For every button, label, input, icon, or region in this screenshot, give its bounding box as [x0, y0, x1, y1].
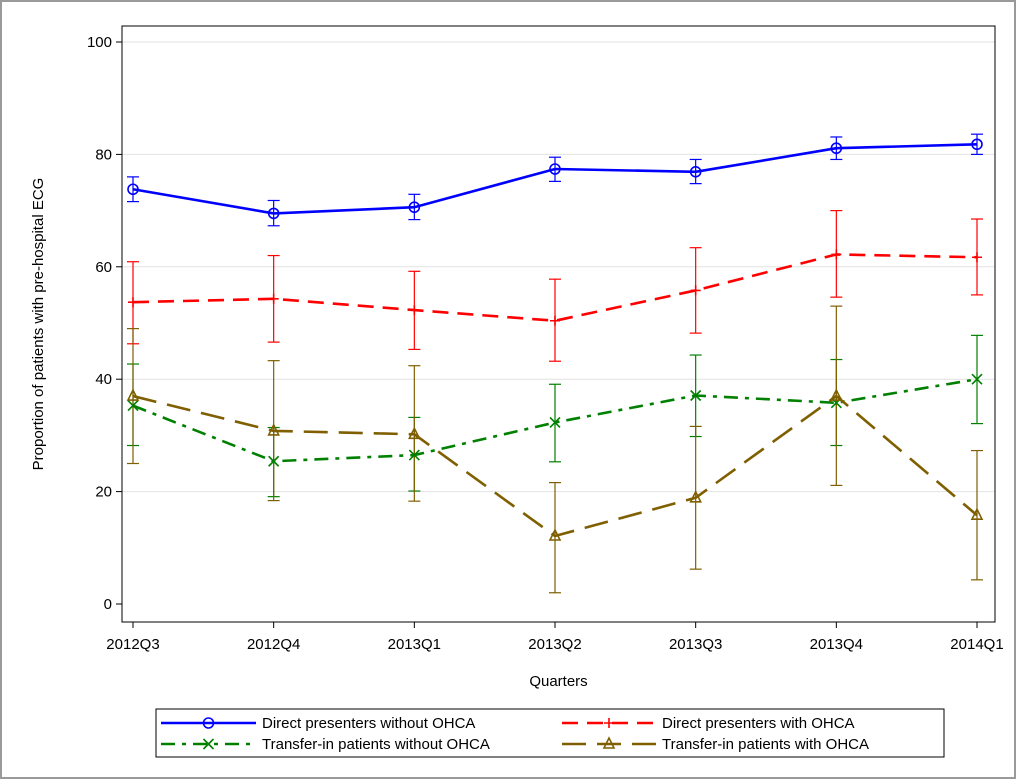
- x-tick-label: 2013Q1: [388, 636, 441, 653]
- legend-label: Transfer-in patients with OHCA: [662, 736, 869, 753]
- x-tick-label: 2012Q3: [106, 636, 159, 653]
- y-axis-label: Proportion of patients with pre-hospital…: [30, 178, 47, 471]
- data-point: [831, 249, 842, 260]
- legend-item: Direct presenters with OHCA: [562, 715, 855, 732]
- x-tick-label: 2013Q2: [528, 636, 581, 653]
- error-bar: [549, 482, 561, 594]
- plot-area: [121, 25, 996, 623]
- legend-marker: [602, 736, 616, 749]
- data-point: [689, 489, 702, 503]
- legend: Direct presenters without OHCA Direct pre…: [155, 708, 945, 758]
- data-point: [127, 183, 139, 196]
- data-point: [128, 297, 138, 308]
- data-point: [971, 138, 983, 151]
- error-bars: [127, 133, 983, 594]
- legend-box: [155, 708, 945, 758]
- legend-item: Transfer-in patients with OHCA: [562, 736, 869, 753]
- data-point: [408, 449, 420, 461]
- data-point: [830, 388, 843, 401]
- data-point: [549, 163, 561, 175]
- series-markers: [126, 138, 984, 541]
- data-point: [267, 207, 280, 220]
- legend-item: Direct presenters without OHCA: [161, 715, 475, 732]
- x-tick-label: 2013Q3: [669, 636, 722, 653]
- x-axis: 2012Q3 2012Q4 2013Q1 2013Q2 2013Q3 2013Q4 2014…: [106, 622, 1004, 653]
- data-point: [971, 373, 983, 385]
- data-point: [408, 201, 421, 214]
- x-axis-label: Quarters: [529, 673, 587, 690]
- data-point: [830, 142, 843, 155]
- data-point: [689, 166, 702, 178]
- y-axis: 0 20 40 60 80 100: [87, 34, 122, 613]
- data-point: [548, 528, 562, 541]
- x-tick-label: 2014Q1: [950, 636, 1003, 653]
- data-point: [268, 293, 279, 304]
- data-point: [267, 423, 280, 436]
- data-point: [268, 455, 280, 467]
- legend-label: Direct presenters without OHCA: [262, 715, 475, 732]
- data-point: [970, 507, 984, 521]
- data-point: [127, 400, 139, 412]
- data-point: [690, 285, 701, 296]
- y-tick-label: 60: [95, 259, 112, 276]
- y-tick-label: 80: [95, 146, 112, 163]
- data-point: [690, 389, 702, 402]
- legend-label: Transfer-in patients without OHCA: [262, 736, 490, 753]
- data-point: [972, 252, 982, 263]
- y-tick-label: 100: [87, 34, 112, 51]
- y-tick-label: 0: [104, 596, 112, 613]
- gridlines: [122, 41, 995, 493]
- y-tick-label: 20: [95, 484, 112, 501]
- data-point: [549, 416, 561, 429]
- legend-marker: [202, 717, 215, 729]
- series-line: [132, 142, 978, 215]
- y-tick-label: 40: [95, 371, 112, 388]
- series-line: [132, 394, 978, 538]
- data-point: [550, 315, 560, 326]
- legend-marker: [604, 718, 614, 728]
- data-point: [409, 305, 420, 316]
- x-tick-label: 2012Q4: [247, 636, 300, 653]
- x-tick-label: 2013Q4: [810, 636, 863, 653]
- legend-label: Direct presenters with OHCA: [662, 715, 855, 732]
- legend-marker: [202, 738, 215, 750]
- data-point: [126, 388, 140, 401]
- legend-item: Transfer-in patients without OHCA: [161, 736, 490, 753]
- data-point: [408, 426, 421, 440]
